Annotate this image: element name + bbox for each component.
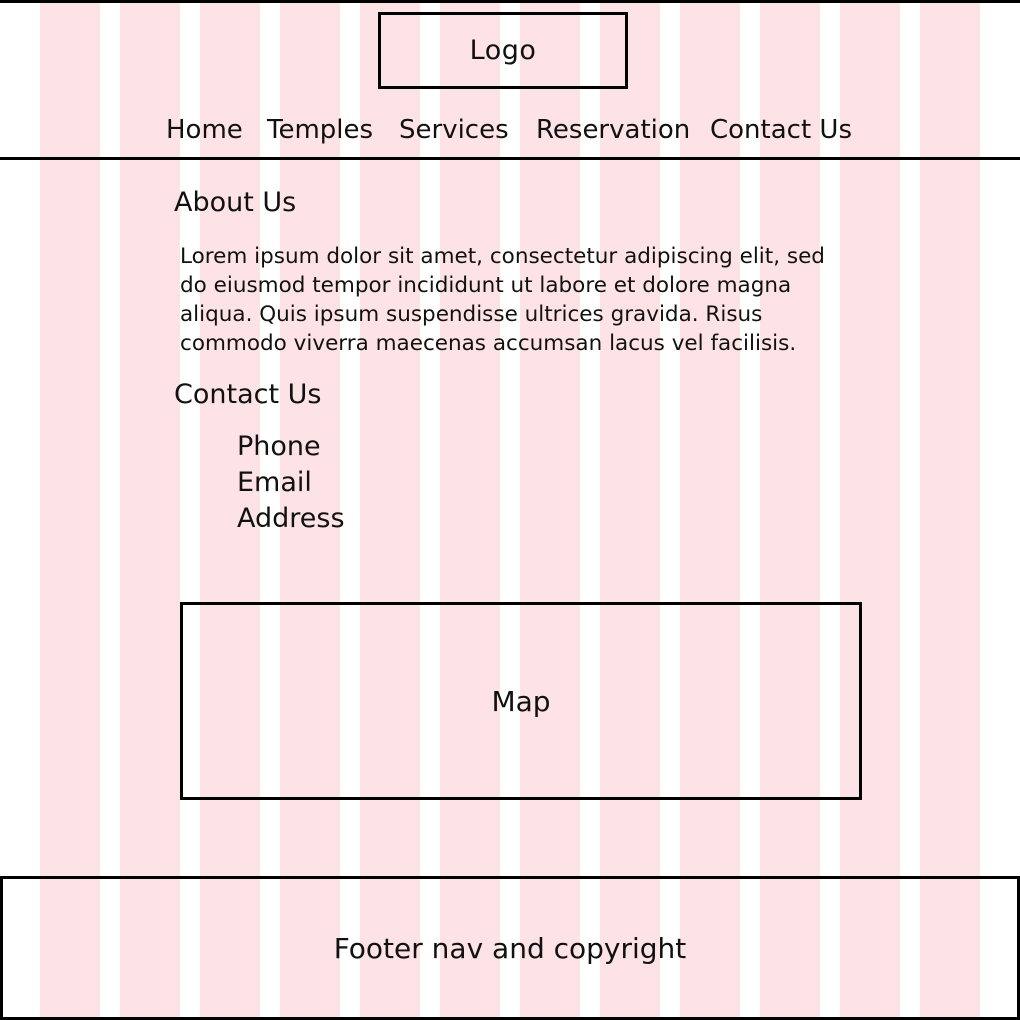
grid-column (600, 0, 660, 1020)
grid-column (680, 0, 740, 1020)
about-paragraph: Lorem ipsum dolor sit amet, consectetur … (180, 244, 825, 356)
grid-column (840, 0, 900, 1020)
grid-column (760, 0, 820, 1020)
header-top-border (0, 0, 1020, 3)
map-placeholder[interactable]: Map (180, 602, 862, 800)
nav-item-services[interactable]: Services (399, 115, 509, 145)
main-nav: Home Temples Services Reservation Contac… (0, 110, 1020, 150)
about-heading: About Us (174, 187, 297, 218)
header-bottom-border (0, 157, 1020, 160)
footer: Footer nav and copyright (0, 876, 1020, 1020)
grid-column (920, 0, 980, 1020)
logo[interactable]: Logo (378, 12, 628, 89)
footer-label: Footer nav and copyright (333, 931, 687, 965)
nav-item-temples[interactable]: Temples (267, 115, 374, 145)
nav-item-reservation[interactable]: Reservation (536, 115, 691, 145)
grid-column (520, 0, 580, 1020)
contact-phone[interactable]: Phone (237, 431, 321, 462)
grid-column (360, 0, 420, 1020)
logo-label: Logo (469, 35, 537, 66)
contact-email[interactable]: Email (237, 467, 312, 498)
nav-item-contact-us[interactable]: Contact Us (710, 115, 852, 145)
grid-column (120, 0, 180, 1020)
contact-list: Phone Email Address (237, 429, 345, 537)
grid-column (40, 0, 100, 1020)
contact-heading: Contact Us (174, 379, 322, 410)
nav-item-home[interactable]: Home (166, 115, 243, 145)
contact-address[interactable]: Address (237, 503, 345, 534)
map-label: Map (491, 684, 551, 718)
grid-column (440, 0, 500, 1020)
